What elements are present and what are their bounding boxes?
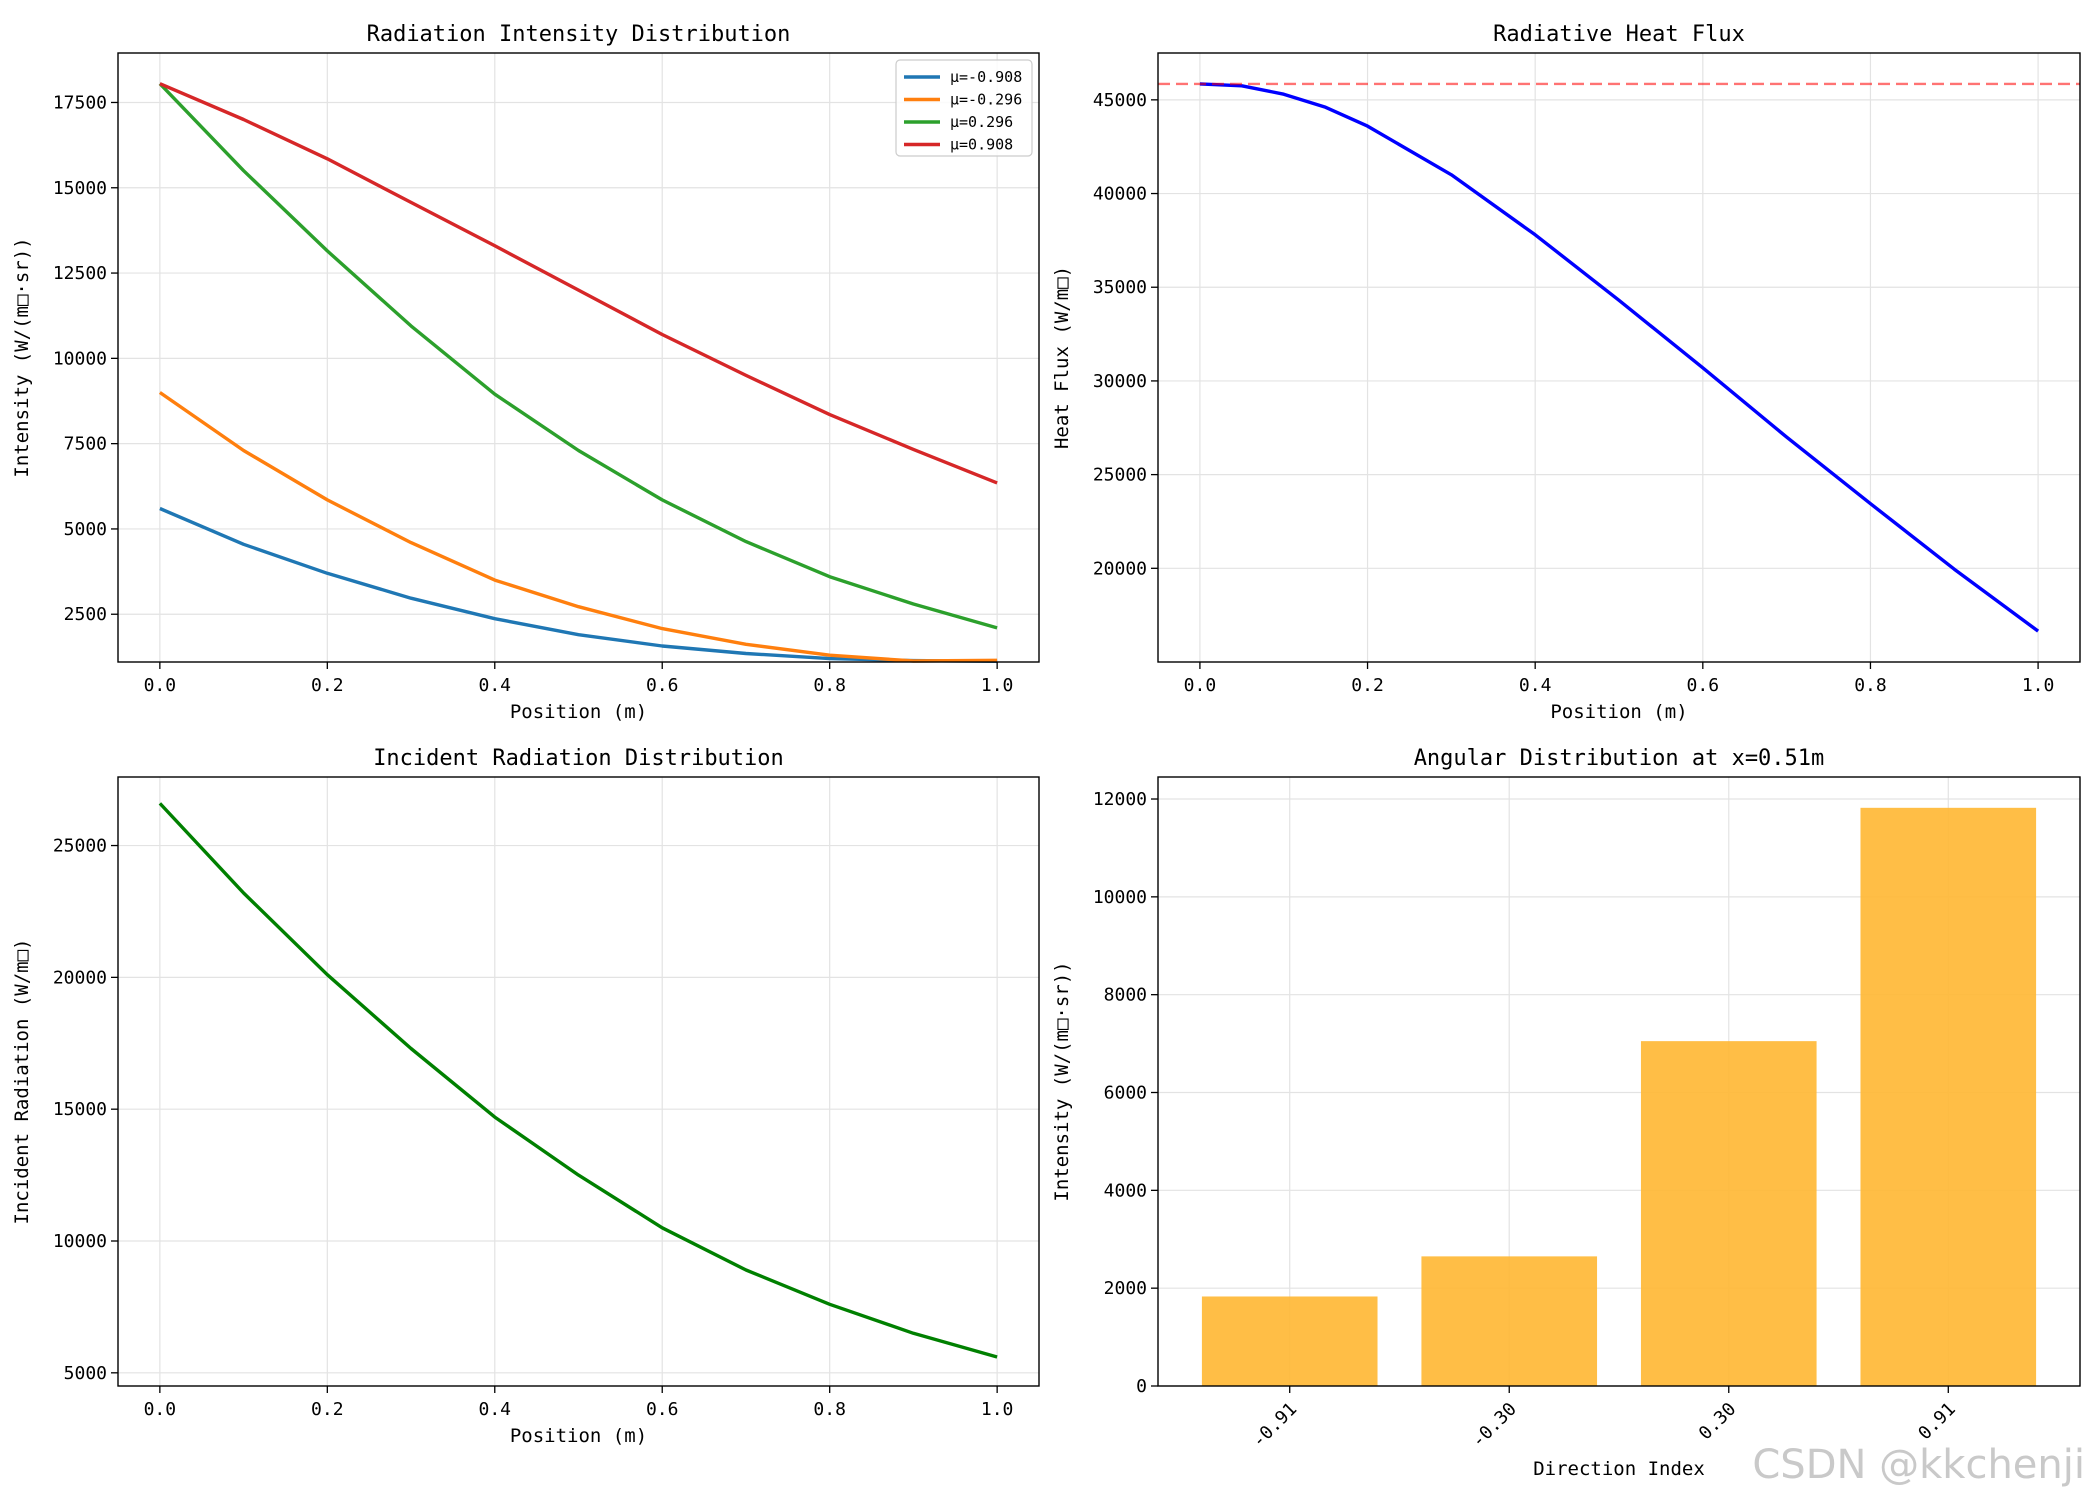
x-tick-label: 1.0 xyxy=(981,1399,1014,1420)
y-tick-label: 20000 xyxy=(1093,558,1147,579)
x-tick-label: 0.0 xyxy=(1184,675,1217,696)
x-axis-label: Position (m) xyxy=(510,1425,647,1447)
chart-title: Radiative Heat Flux xyxy=(1493,22,1745,47)
series-line-series-0 xyxy=(158,802,998,1359)
y-tick-label: 45000 xyxy=(1093,90,1147,111)
x-tick-label: 0.2 xyxy=(1351,675,1384,696)
x-tick-label: 0.8 xyxy=(813,1399,846,1420)
y-tick-label: 20000 xyxy=(53,967,107,988)
plot-frame xyxy=(117,52,1040,663)
chart-title: Angular Distribution at x=0.51m xyxy=(1414,746,1825,771)
bar--0.91 xyxy=(1201,1296,1378,1386)
chart-heatflux: 20000 25000 30000 35000 40000 45000 0.0 0.2 0.4 0… xyxy=(1051,22,2081,723)
y-tick-label: 2000 xyxy=(1104,1278,1147,1299)
plot-frame xyxy=(1157,776,2081,1387)
x-tick-label: 0.0 xyxy=(144,1399,177,1420)
series-line-series-0 xyxy=(1199,82,2040,633)
y-tick-label: 30000 xyxy=(1093,371,1147,392)
bar-0.91 xyxy=(1860,807,2037,1386)
x-axis-label: Direction Index xyxy=(1533,1458,1705,1480)
x-tick-label: -0.30 xyxy=(1468,1399,1521,1452)
legend-label: μ=-0.296 xyxy=(950,91,1022,109)
x-tick-label: 0.2 xyxy=(311,675,344,696)
chart-title: Radiation Intensity Distribution xyxy=(367,22,791,47)
y-tick-label: 10000 xyxy=(53,348,107,369)
x-tick-label: 0.6 xyxy=(1687,675,1720,696)
x-axis-label: Position (m) xyxy=(1550,701,1687,723)
y-tick-label: 4000 xyxy=(1104,1180,1147,1201)
x-tick-label: 1.0 xyxy=(2022,675,2055,696)
y-tick-label: 10000 xyxy=(53,1231,107,1252)
series-line-μ=0.296 xyxy=(158,82,998,630)
y-tick-label: 5000 xyxy=(64,519,107,540)
x-tick-label: 0.8 xyxy=(813,675,846,696)
x-tick-label: 0.6 xyxy=(646,1399,679,1420)
x-tick-label: 0.4 xyxy=(1519,675,1552,696)
y-tick-label: 17500 xyxy=(53,92,107,113)
y-axis-label: Intensity (W/(m□·sr)) xyxy=(11,237,33,477)
y-tick-label: 8000 xyxy=(1104,985,1147,1006)
y-tick-label: 15000 xyxy=(53,1099,107,1120)
x-tick-label: 0.6 xyxy=(646,675,679,696)
y-tick-label: 12500 xyxy=(53,263,107,284)
legend-label: μ=0.296 xyxy=(950,113,1013,131)
bar--0.30 xyxy=(1421,1256,1598,1386)
x-tick-label: 0.8 xyxy=(1854,675,1887,696)
bar-0.30 xyxy=(1640,1041,1817,1386)
y-axis-label: Incident Radiation (W/m□) xyxy=(11,939,33,1225)
chart-incident: 5000 10000 15000 20000 25000 0.0 0.2 0.4 0.6 0.8 1… xyxy=(11,746,1040,1447)
y-tick-label: 40000 xyxy=(1093,184,1147,205)
y-tick-label: 12000 xyxy=(1093,789,1147,810)
y-tick-label: 7500 xyxy=(64,434,107,455)
y-tick-label: 25000 xyxy=(53,836,107,857)
x-tick-label: 0.4 xyxy=(479,1399,512,1420)
y-tick-label: 10000 xyxy=(1093,887,1147,908)
y-axis-label: Heat Flux (W/m□) xyxy=(1051,266,1073,449)
series-line-μ=0.908 xyxy=(159,82,998,485)
chart-angular: 0 2000 4000 6000 8000 10000 12000 -0.91 -0.30 0.3… xyxy=(1051,746,2081,1480)
chart-intensity: 2500 5000 7500 10000 12500 15000 17500 0.0 0.2 0.… xyxy=(11,22,1040,723)
x-tick-label: 0.0 xyxy=(144,675,177,696)
plot-frame xyxy=(1157,52,2081,663)
y-tick-label: 6000 xyxy=(1104,1083,1147,1104)
series-line-μ=-0.908 xyxy=(159,506,998,663)
x-tick-label: -0.91 xyxy=(1248,1399,1301,1452)
x-tick-label: 0.30 xyxy=(1695,1399,1741,1445)
legend-label: μ=-0.908 xyxy=(950,68,1022,86)
watermark: CSDN @kkchenji xyxy=(1752,1442,2085,1488)
y-tick-label: 15000 xyxy=(53,178,107,199)
y-axis-label: Intensity (W/(m□·sr)) xyxy=(1051,961,1073,1201)
x-tick-label: 1.0 xyxy=(981,675,1014,696)
y-tick-label: 0 xyxy=(1136,1376,1147,1397)
chart-title: Incident Radiation Distribution xyxy=(373,746,784,771)
y-tick-label: 25000 xyxy=(1093,465,1147,486)
y-tick-label: 5000 xyxy=(64,1363,107,1384)
legend-box xyxy=(895,59,1033,157)
x-tick-label: 0.91 xyxy=(1914,1399,1960,1445)
legend: μ=-0.908 μ=-0.296 μ=0.296 μ=0.908 xyxy=(895,59,1033,157)
plot-frame xyxy=(117,776,1040,1387)
legend-label: μ=0.908 xyxy=(950,136,1013,154)
series-line-μ=-0.296 xyxy=(158,391,998,663)
y-tick-label: 2500 xyxy=(64,604,107,625)
x-axis-label: Position (m) xyxy=(510,701,647,723)
x-tick-label: 0.2 xyxy=(311,1399,344,1420)
y-tick-label: 35000 xyxy=(1093,277,1147,298)
x-tick-label: 0.4 xyxy=(479,675,512,696)
